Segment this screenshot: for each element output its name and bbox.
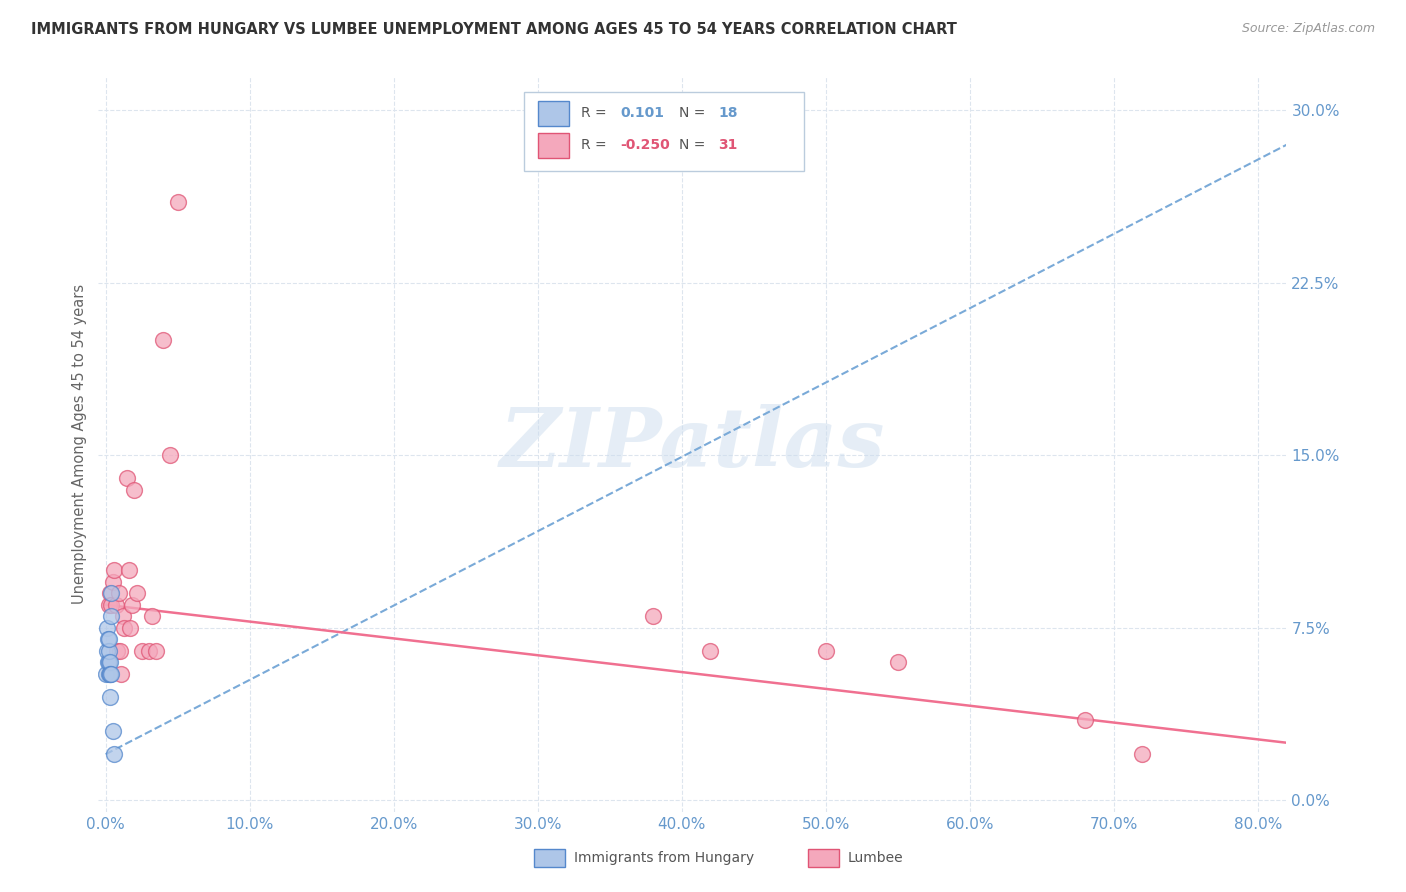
Point	[98, 655, 121, 669]
Point	[103, 563, 125, 577]
Text: -0.250: -0.250	[620, 138, 669, 153]
Text: 31: 31	[718, 138, 738, 153]
Text: Lumbee: Lumbee	[848, 851, 904, 865]
Point	[97, 655, 120, 669]
Point	[111, 609, 134, 624]
Point	[141, 609, 163, 624]
Point	[100, 598, 122, 612]
Point	[145, 644, 167, 658]
Point	[110, 666, 132, 681]
Point	[118, 563, 141, 577]
Point	[107, 586, 129, 600]
Text: R =: R =	[581, 106, 610, 120]
Point	[1074, 713, 1097, 727]
Point	[98, 632, 121, 647]
Point	[97, 644, 120, 658]
Point	[108, 644, 131, 658]
Point	[115, 471, 138, 485]
Point	[100, 609, 122, 624]
Text: IMMIGRANTS FROM HUNGARY VS LUMBEE UNEMPLOYMENT AMONG AGES 45 TO 54 YEARS CORRELA: IMMIGRANTS FROM HUNGARY VS LUMBEE UNEMPL…	[31, 22, 957, 37]
Point	[699, 644, 721, 658]
Point	[127, 586, 149, 600]
Point	[121, 598, 143, 612]
Point	[98, 690, 121, 704]
Y-axis label: Unemployment Among Ages 45 to 54 years: Unemployment Among Ages 45 to 54 years	[72, 284, 87, 604]
Point	[96, 621, 118, 635]
Point	[101, 574, 124, 589]
Point	[159, 448, 181, 462]
Point	[96, 666, 118, 681]
Point	[1132, 747, 1154, 762]
Point	[98, 586, 121, 600]
Point	[101, 724, 124, 739]
Point	[138, 644, 160, 658]
Text: 0.101: 0.101	[620, 106, 664, 120]
Text: N =: N =	[679, 138, 710, 153]
Point	[97, 666, 120, 681]
Point	[97, 632, 120, 647]
Text: N =: N =	[679, 106, 710, 120]
Text: Source: ZipAtlas.com: Source: ZipAtlas.com	[1241, 22, 1375, 36]
Text: R =: R =	[581, 138, 610, 153]
Point	[96, 644, 118, 658]
Point	[103, 747, 125, 762]
Point	[104, 598, 127, 612]
Point	[112, 621, 135, 635]
Point	[120, 621, 142, 635]
Point	[100, 586, 122, 600]
Point	[98, 666, 121, 681]
Point	[98, 666, 121, 681]
Point	[166, 195, 188, 210]
Point	[641, 609, 664, 624]
Text: ZIPatlas: ZIPatlas	[499, 404, 886, 483]
Point	[814, 644, 837, 658]
Point	[97, 598, 120, 612]
Point	[131, 644, 153, 658]
Point	[124, 483, 146, 497]
Text: Immigrants from Hungary: Immigrants from Hungary	[574, 851, 754, 865]
Point	[105, 644, 128, 658]
Point	[100, 666, 122, 681]
Point	[97, 655, 120, 669]
Point	[152, 333, 174, 347]
Point	[886, 655, 908, 669]
Text: 18: 18	[718, 106, 738, 120]
